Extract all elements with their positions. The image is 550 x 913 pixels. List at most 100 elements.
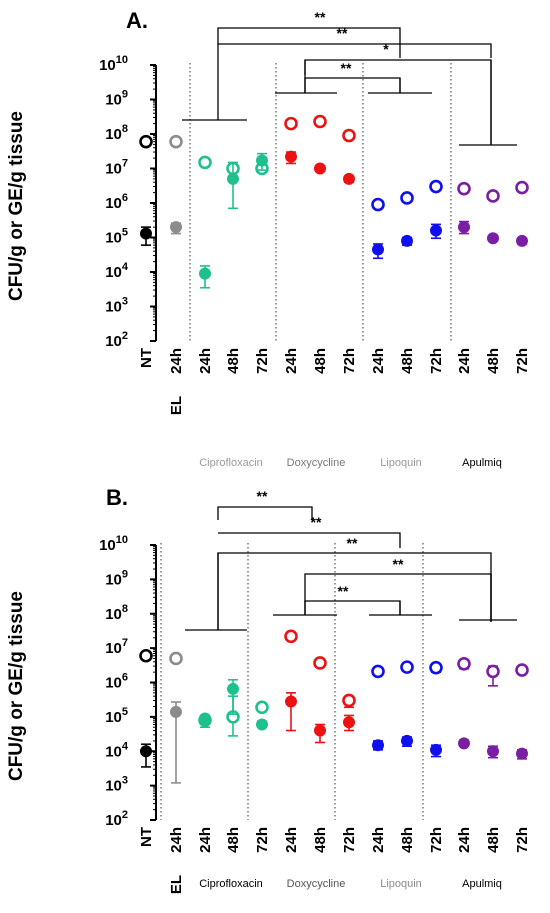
data-point-filled [314, 162, 326, 175]
significance-bracket [217, 43, 492, 58]
data-point-open [313, 114, 327, 129]
data-point-filled [458, 221, 470, 234]
significance-bracket [304, 77, 401, 93]
data-point-filled [430, 743, 442, 756]
data-point-filled [516, 747, 528, 760]
data-point-filled [401, 734, 413, 747]
data-point-filled [227, 682, 239, 695]
el-label: EL [168, 875, 185, 894]
chart-panel-a: A. CFU/g or GE/g tissue 102 103 104 105 106 107… [6, 8, 531, 469]
significance-label: ** [315, 9, 326, 25]
significance-bracket [304, 59, 492, 145]
data-point-filled [256, 154, 268, 167]
group-label-ciprofloxacin: Ciprofloxacin [199, 457, 263, 469]
y-tick-label: 102 [105, 809, 128, 829]
group-label-doxycycline: Doxycycline [287, 457, 346, 469]
x-tick-label: 24h [456, 827, 473, 853]
y-tick-label: 1010 [99, 54, 128, 74]
data-point-filled [458, 737, 470, 750]
data-point-filled [487, 232, 499, 245]
el-label: EL [168, 396, 185, 415]
x-tick-label: 48h [225, 827, 242, 853]
significance-label: ** [347, 535, 358, 551]
data-point-open [515, 663, 529, 677]
x-tick-label: 24h [168, 348, 185, 374]
significance-label: ** [257, 488, 268, 504]
y-axis-label: CFU/g or GE/g tissue [6, 591, 27, 781]
significance-bracket [217, 27, 401, 58]
data-point-open [139, 648, 153, 663]
data-point-open [429, 179, 443, 194]
y-tick-label: 106 [105, 672, 128, 692]
x-tick-label: 24h [168, 827, 185, 853]
significance-label: ** [337, 25, 348, 41]
data-point-filled [199, 267, 211, 280]
data-point-filled [430, 224, 442, 237]
significance-bracket [217, 552, 492, 630]
data-point-filled [170, 221, 182, 234]
y-tick-label: 109 [105, 568, 128, 588]
x-tick-label: 72h [254, 348, 271, 374]
group-label-doxycycline: Doxycycline [287, 878, 346, 890]
data-point-filled [516, 234, 528, 247]
x-tick-label: 24h [197, 827, 214, 853]
y-tick-label: 103 [105, 296, 128, 316]
y-tick-label: 105 [105, 706, 128, 726]
x-tick-label: 48h [485, 348, 502, 374]
data-point-filled [343, 172, 355, 185]
data-point-open [255, 700, 269, 715]
data-point-filled [343, 716, 355, 729]
y-tick-label: 108 [105, 123, 128, 143]
x-tick-label: 48h [312, 827, 329, 853]
y-tick-label: 106 [105, 192, 128, 212]
x-tick-label: 48h [399, 827, 416, 853]
x-tick-label: 24h [197, 348, 214, 374]
data-point-filled [170, 705, 182, 718]
data-point-open [457, 656, 471, 671]
y-tick-label: 105 [105, 227, 128, 247]
x-tick-label: 24h [456, 348, 473, 374]
data-point-filled [401, 234, 413, 247]
significance-bracket [217, 506, 313, 520]
significance-label: * [383, 41, 389, 57]
data-point-filled [314, 724, 326, 737]
y-axis-label: CFU/g or GE/g tissue [6, 111, 27, 301]
data-point-open [198, 155, 212, 170]
y-tick-label: 102 [105, 330, 128, 350]
x-tick-label: 48h [312, 348, 329, 374]
x-tick-label: NT [138, 348, 155, 368]
y-tick-label: 104 [105, 261, 129, 281]
data-point-filled [227, 172, 239, 185]
data-point-open [139, 134, 153, 149]
x-tick-label: 24h [370, 348, 387, 374]
x-tick-label: 48h [225, 348, 242, 374]
x-tick-label: 48h [485, 827, 502, 853]
data-point-filled [487, 745, 499, 758]
panel-label: B. [106, 485, 128, 510]
group-label-apulmiq: Apulmiq [462, 457, 502, 469]
data-point-open [429, 660, 443, 675]
significance-label: ** [338, 583, 349, 599]
panel-label: A. [126, 8, 148, 33]
x-tick-label: 24h [283, 827, 300, 853]
data-point-open [313, 656, 327, 670]
significance-label: ** [341, 60, 352, 76]
group-label-ciprofloxacin: Ciprofloxacin [199, 878, 263, 890]
data-point-open [169, 651, 183, 666]
data-point-filled [372, 739, 384, 752]
data-point-open [284, 116, 298, 131]
y-tick-label: 103 [105, 775, 128, 795]
x-tick-label: 24h [283, 348, 300, 374]
significance-label: ** [311, 514, 322, 530]
data-point-filled [285, 695, 297, 708]
data-point-filled [199, 712, 211, 725]
x-tick-label: 72h [428, 348, 445, 374]
x-tick-label: 24h [370, 827, 387, 853]
data-point-open [486, 189, 500, 203]
data-point-open [486, 664, 500, 679]
data-point-open [371, 664, 385, 679]
data-point-open [400, 191, 414, 205]
data-point-filled [285, 150, 297, 163]
x-tick-label: 72h [254, 827, 271, 853]
